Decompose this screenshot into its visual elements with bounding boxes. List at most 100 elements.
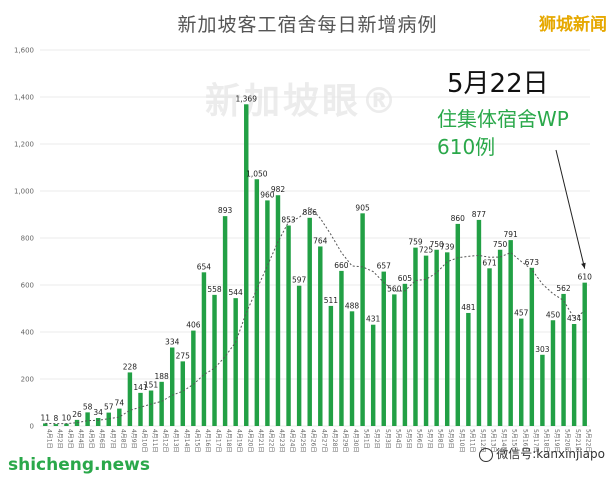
bar [413, 247, 418, 426]
x-tick-label: 5月5日 [405, 429, 412, 449]
data-label: 450 [546, 310, 561, 319]
x-tick-label: 4月19日 [236, 429, 243, 452]
x-tick-label: 5月1日 [363, 429, 370, 449]
x-tick-label: 5月16日 [521, 429, 528, 452]
x-tick-label: 4月11日 [151, 429, 158, 452]
data-label: 905 [355, 203, 370, 212]
bar [201, 272, 207, 426]
data-label: 750 [429, 240, 444, 249]
wechat-icon [479, 447, 494, 462]
bar [381, 271, 386, 426]
data-label: 671 [482, 258, 497, 267]
bar [148, 390, 154, 426]
annotation-line-2: 610例 [437, 135, 496, 159]
x-tick-label: 5月22日 [585, 429, 592, 452]
data-label: 725 [419, 246, 434, 255]
bar [392, 294, 397, 426]
bar [233, 298, 238, 426]
bar [265, 200, 270, 426]
data-label: 673 [525, 258, 540, 267]
x-tick-label: 4月29日 [341, 429, 348, 452]
data-label: 434 [567, 314, 582, 323]
data-label: 406 [186, 321, 201, 330]
data-label: 11 [41, 413, 51, 422]
data-label: 759 [408, 238, 423, 247]
annotation-arrow-head [581, 262, 586, 269]
bar [286, 225, 291, 426]
footer-wechat: 微信号:kanxinjiapo [479, 445, 605, 462]
data-label: 893 [218, 206, 233, 215]
data-label: 58 [83, 402, 93, 411]
x-tick-label: 5月19日 [553, 429, 560, 452]
bar [307, 217, 312, 426]
data-label: 303 [535, 345, 550, 354]
bar [191, 330, 196, 426]
bar [180, 361, 186, 426]
brand-logo: 狮城新闻 [539, 15, 607, 35]
data-label: 558 [207, 285, 222, 294]
bar [339, 270, 344, 426]
data-label: 228 [123, 362, 138, 371]
y-tick-label: 400 [21, 329, 34, 337]
y-tick-label: 600 [21, 282, 34, 290]
x-tick-label: 5月18日 [542, 429, 549, 452]
trend-line [45, 206, 585, 425]
bar [212, 294, 217, 426]
x-tick-label: 4月1日 [45, 429, 52, 449]
x-tick-label: 4月20日 [246, 429, 253, 452]
bar [349, 311, 355, 426]
x-tick-label: 5月9日 [447, 429, 454, 449]
x-tick-label: 4月14日 [183, 429, 190, 452]
data-label: 34 [93, 408, 103, 417]
x-tick-label: 5月2日 [373, 429, 380, 449]
y-axis-ticks: 0 200 400 600 800 1,000 1,200 1,400 1,600 [14, 47, 34, 431]
data-label: 8 [53, 414, 58, 423]
x-tick-label: 4月25日 [299, 429, 306, 452]
bar [508, 240, 513, 426]
bar [43, 423, 48, 426]
x-tick-label: 4月7日 [109, 429, 116, 449]
x-tick-label: 4月2日 [56, 429, 63, 449]
bar [296, 285, 302, 426]
x-tick-label: 5月15日 [511, 429, 518, 452]
bar [497, 249, 503, 426]
data-label: 560 [387, 284, 402, 293]
bar [138, 392, 143, 426]
bar [106, 412, 111, 426]
data-label: 457 [514, 309, 529, 318]
x-tick-label: 4月22日 [267, 429, 274, 452]
watermark: 新加坡眼® [205, 81, 401, 122]
bar [370, 324, 376, 426]
x-tick-label: 5月11日 [468, 429, 475, 452]
data-label: 660 [334, 261, 349, 270]
data-label: 605 [398, 274, 413, 283]
bars-layer [43, 104, 587, 426]
x-tick-label: 4月16日 [204, 429, 211, 452]
data-label: 610 [578, 273, 593, 282]
data-label: 982 [271, 185, 286, 194]
bar [85, 412, 90, 426]
bar [487, 268, 492, 426]
x-tick-label: 4月9日 [130, 429, 137, 449]
bar [571, 324, 577, 426]
data-label: 275 [176, 351, 191, 360]
bar [159, 381, 164, 426]
y-tick-label: 1,600 [14, 47, 34, 55]
y-tick-label: 800 [21, 235, 34, 243]
bar [95, 418, 101, 426]
x-tick-label: 4月13日 [172, 429, 179, 452]
x-tick-label: 4月6日 [98, 429, 105, 449]
bar [434, 249, 439, 426]
x-tick-label: 5月4日 [394, 429, 401, 449]
data-label: 1,050 [246, 169, 268, 178]
data-label: 481 [461, 303, 476, 312]
bar [360, 213, 365, 426]
bar [244, 104, 249, 426]
data-label: 488 [345, 301, 360, 310]
y-tick-label: 1,400 [14, 94, 34, 102]
bar [169, 347, 175, 426]
bar [529, 267, 535, 426]
x-tick-label: 5月8日 [437, 429, 444, 449]
